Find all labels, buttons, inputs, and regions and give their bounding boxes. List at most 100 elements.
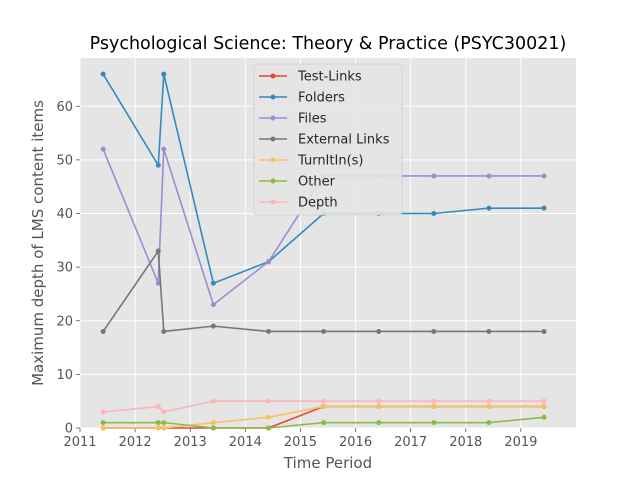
data-point-turnitin-s [210,420,216,426]
data-point-external-links [376,328,382,334]
legend-label-test-links: Test-Links [297,70,362,85]
data-point-other [100,420,106,426]
legend-swatch-marker [270,199,276,205]
y-axis-ticks: 0 10 20 30 40 50 60 [56,100,80,437]
data-point-folders [431,211,437,217]
x-tick-label: 2019 [504,435,537,450]
data-point-folders [161,71,167,77]
series-line-external-links [102,250,545,333]
data-point-depth [431,398,437,404]
data-point-external-links [161,328,167,334]
y-tick-label: 50 [56,153,73,168]
y-tick-label: 10 [56,368,73,383]
x-tick-label: 2016 [339,435,372,450]
series-line-files [102,148,545,306]
data-point-depth [376,398,382,404]
data-point-other [486,420,492,426]
data-point-folders [210,280,216,286]
series-line-other [103,416,545,429]
legend: Test-Links Folders Files External Links Turn… [253,63,403,216]
legend-swatch-marker [270,178,276,184]
legend-item-other: Other [259,175,336,190]
y-tick-label: 60 [56,100,73,115]
data-point-files [155,280,161,286]
legend-box [253,63,403,216]
y-tick-label: 30 [56,261,73,276]
y-axis-label: Maximum depth of LMS content items [29,100,47,386]
legend-item-depth: Depth [259,196,338,211]
data-point-files [100,146,106,152]
x-tick-label: 2018 [449,435,482,450]
legend-label-folders: Folders [298,91,345,106]
data-point-turnitin-s [486,404,492,410]
x-axis-ticks: 2011 2012 2013 2014 2015 2016 2017 2018 2019 [63,428,537,450]
data-point-external-links [541,328,547,334]
legend-swatch-marker [270,73,276,79]
data-point-other [161,420,167,426]
data-point-external-links [431,328,437,334]
legend-label-external-links: External Links [298,133,390,148]
data-point-external-links [100,328,106,334]
series-line-depth [103,400,545,413]
data-point-external-links [321,328,327,334]
data-point-other [155,420,161,426]
data-point-depth [541,398,547,404]
data-point-depth [155,404,161,410]
data-point-turnitin-s [376,404,382,410]
series-external-links [100,248,547,334]
data-point-files [541,173,547,179]
series-layer [100,71,547,431]
legend-swatch-marker [270,94,276,100]
legend-item-turnitin-s: TurnItIn(s) [259,154,363,169]
x-tick-label: 2017 [394,435,427,450]
data-point-folders [541,205,547,211]
legend-item-external-links: External Links [259,133,390,148]
series-turnitin-s [100,404,547,431]
series-other [100,414,547,431]
data-point-other [210,425,216,431]
data-point-depth [161,409,167,415]
data-point-other [541,414,547,420]
legend-label-files: Files [298,112,327,127]
legend-swatch-marker [270,136,276,142]
y-tick-label: 20 [56,314,73,329]
data-point-files [486,173,492,179]
y-tick-label: 40 [56,207,73,222]
data-point-depth [486,398,492,404]
legend-label-other: Other [298,175,336,190]
series-line-turnitin-s [103,405,545,429]
legend-item-test-links: Test-Links [259,70,362,85]
x-tick-label: 2015 [284,435,317,450]
data-point-turnitin-s [100,425,106,431]
legend-label-turnitin-s: TurnItIn(s) [297,154,363,169]
data-point-depth [265,398,271,404]
x-tick-label: 2013 [174,435,207,450]
data-point-files [431,173,437,179]
series-depth [100,398,547,415]
data-point-folders [155,162,161,168]
data-point-other [265,425,271,431]
data-point-turnitin-s [155,425,161,431]
data-point-folders [486,205,492,211]
legend-label-depth: Depth [298,196,338,211]
x-axis-label: Time Period [283,454,372,472]
data-point-turnitin-s [431,404,437,410]
series-line-folders [102,73,545,285]
data-point-depth [321,398,327,404]
data-point-external-links [265,328,271,334]
data-point-turnitin-s [161,425,167,431]
data-point-files [265,259,271,265]
legend-item-folders: Folders [259,91,345,106]
data-point-external-links [155,248,161,254]
legend-item-files: Files [259,112,327,127]
data-point-other [431,420,437,426]
x-tick-label: 2011 [63,435,96,450]
data-point-depth [210,398,216,404]
data-point-files [161,146,167,152]
chart-title: Psychological Science: Theory & Practice… [90,34,567,54]
data-point-files [210,302,216,308]
data-point-turnitin-s [321,404,327,410]
data-point-turnitin-s [541,404,547,410]
data-point-other [321,420,327,426]
